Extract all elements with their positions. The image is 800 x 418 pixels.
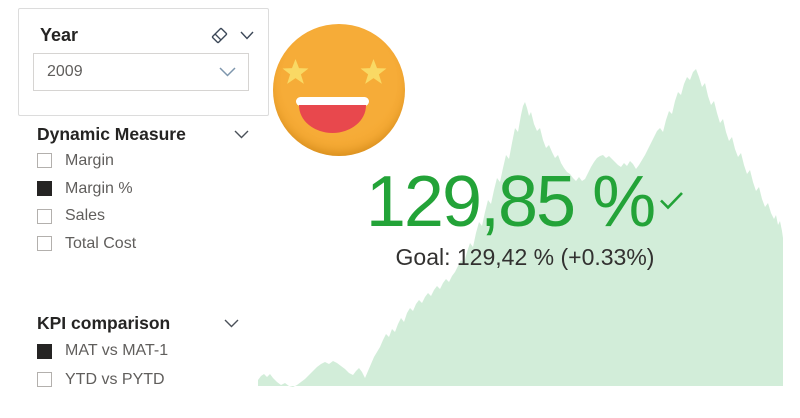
total-cost-label: Total Cost: [65, 234, 137, 252]
kpi-comparison-chevron-down-icon[interactable]: [224, 319, 239, 328]
kpi-value: 129,85 %: [365, 162, 656, 242]
checkbox-item-ytd-vs-pytd[interactable]: YTD vs PYTD: [37, 366, 168, 395]
ytd-vs-pytd-checkbox[interactable]: [37, 372, 52, 388]
dynamic-measure-list: Margin Margin % Sales Total Cost: [37, 147, 136, 258]
dynamic-measure-title: Dynamic Measure: [37, 124, 186, 144]
year-dropdown-value: 2009: [47, 63, 83, 80]
star-struck-emoji: [273, 24, 405, 156]
emoji-teeth: [296, 97, 369, 106]
kpi-goal-label: Goal: 129,42 % (+0.33%): [395, 244, 655, 270]
kpi-comparison-title: KPI comparison: [37, 313, 171, 333]
goal-met-check-icon: [660, 191, 684, 209]
margin-pct-checkbox[interactable]: [37, 181, 52, 197]
ytd-vs-pytd-label: YTD vs PYTD: [65, 370, 165, 388]
total-cost-checkbox[interactable]: [37, 236, 52, 252]
margin-label: Margin: [65, 151, 114, 169]
kpi-callout: 129,85 %: [325, 164, 725, 240]
eraser-icon[interactable]: [208, 24, 231, 47]
checkbox-item-margin[interactable]: Margin: [37, 147, 136, 175]
mat-vs-mat1-checkbox[interactable]: [37, 343, 52, 359]
year-slicer-chevron-down-icon[interactable]: [240, 31, 254, 40]
kpi-comparison-list: MAT vs MAT-1 YTD vs PYTD: [37, 337, 168, 394]
checkbox-item-mat-vs-mat1[interactable]: MAT vs MAT-1: [37, 337, 168, 366]
dynamic-measure-header: Dynamic Measure: [37, 124, 249, 145]
trend-area-polygon: [258, 69, 783, 387]
sales-label: Sales: [65, 207, 106, 225]
year-dropdown[interactable]: 2009: [33, 53, 249, 91]
kpi-comparison-header: KPI comparison: [37, 313, 239, 334]
mat-vs-mat1-label: MAT vs MAT-1: [65, 342, 169, 360]
margin-pct-label: Margin %: [65, 179, 133, 197]
dynamic-measure-chevron-down-icon[interactable]: [234, 130, 249, 139]
margin-checkbox[interactable]: [37, 153, 52, 169]
checkbox-item-margin-pct[interactable]: Margin %: [37, 175, 136, 203]
checkbox-item-sales[interactable]: Sales: [37, 202, 136, 230]
year-slicer-title: Year: [40, 25, 79, 45]
year-slicer-card: Year 2009: [18, 8, 269, 116]
sales-checkbox[interactable]: [37, 208, 52, 224]
checkbox-item-total-cost[interactable]: Total Cost: [37, 230, 136, 258]
year-slicer-header: Year: [40, 23, 254, 47]
year-dropdown-chevron-down-icon[interactable]: [219, 67, 236, 77]
emoji-face: [273, 24, 405, 156]
